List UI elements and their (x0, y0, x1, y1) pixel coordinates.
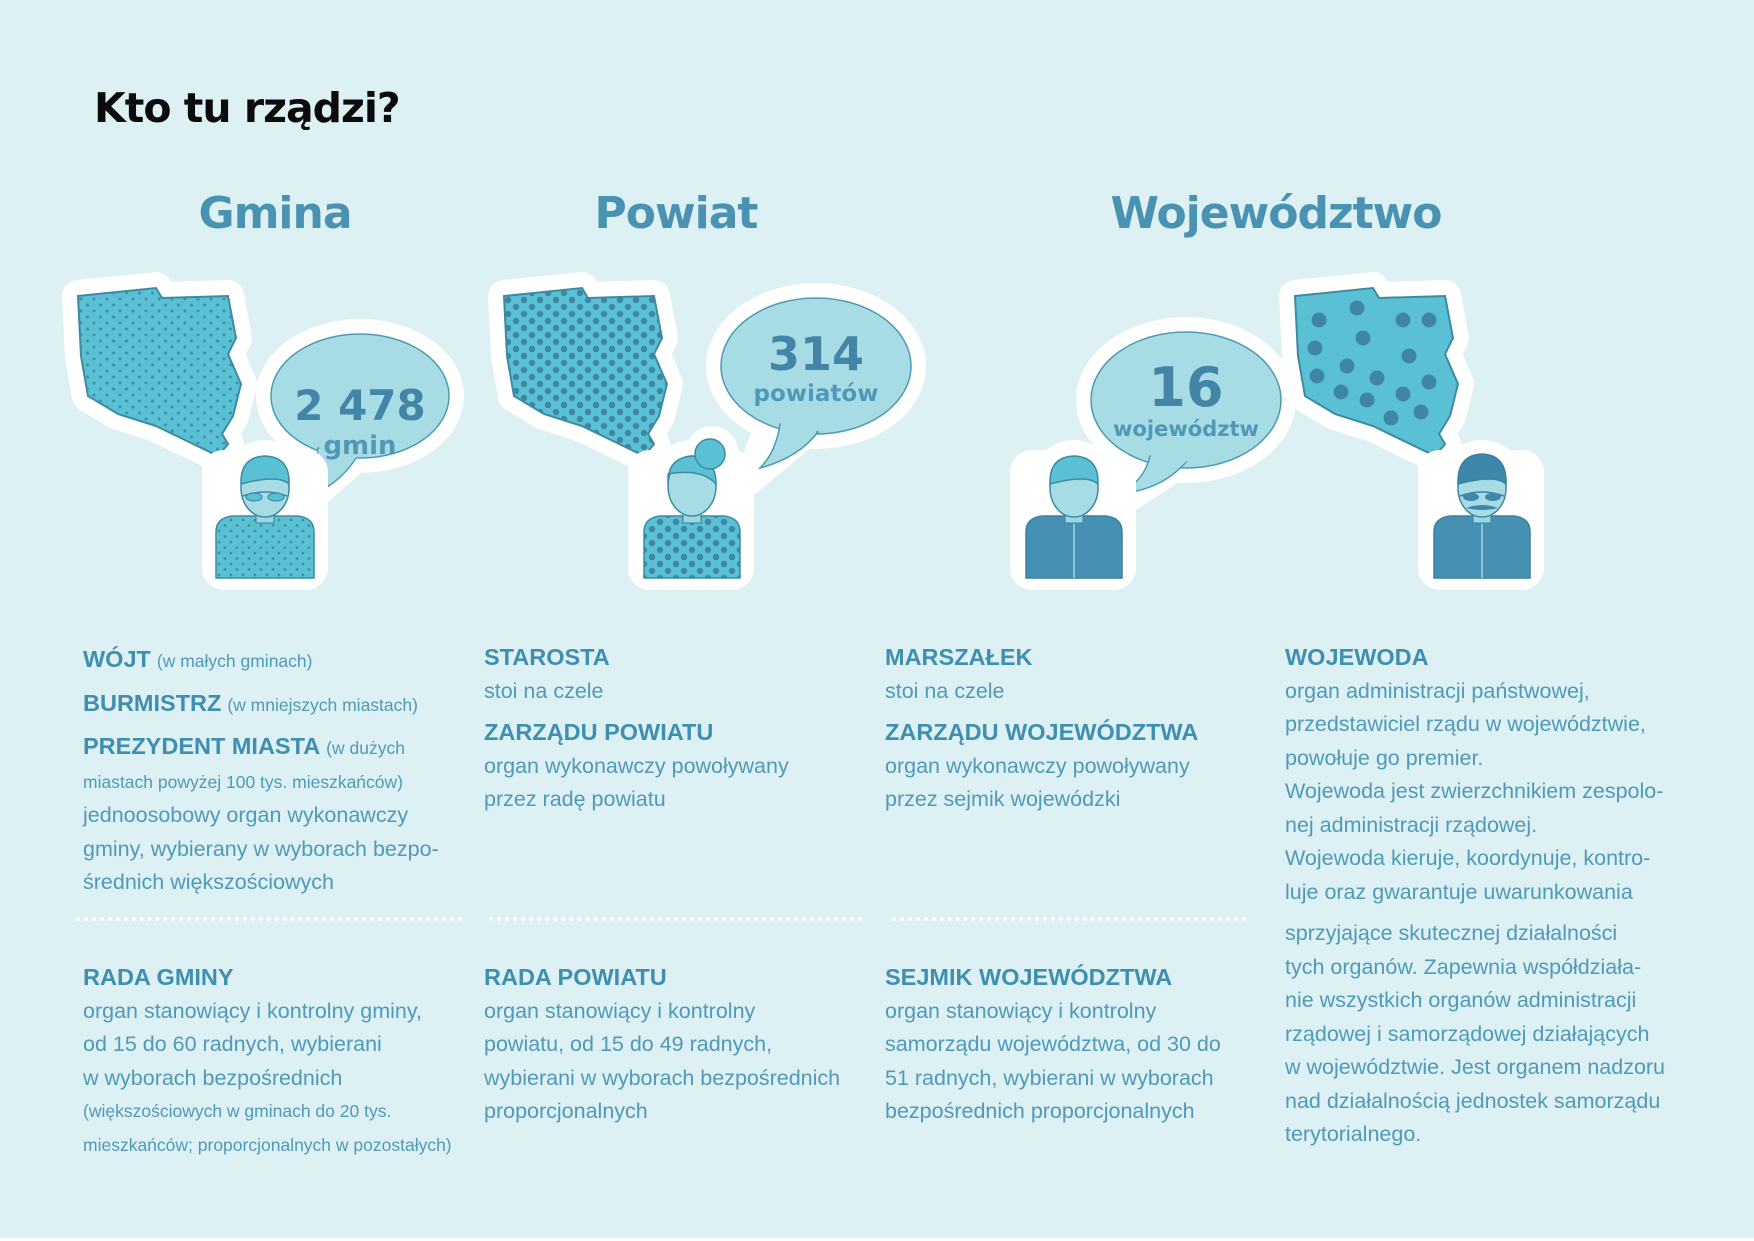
gmina-person-icon (202, 440, 328, 590)
wojewodztwo-map-icon (1295, 288, 1458, 456)
marszalek-person-icon (1010, 440, 1136, 590)
separator-powiat (489, 917, 863, 921)
gmina-executive-text: WÓJT (w małych gminach) BURMISTRZ (w mni… (83, 646, 439, 894)
wojewodztwo-count: 16 (1148, 356, 1223, 419)
separator-wojewodztwo (892, 917, 1246, 921)
wojewoda-text: WOJEWODA organ administracji państwowej,… (1285, 644, 1666, 1146)
column-heading-wojewodztwo: Województwo (1110, 188, 1442, 239)
rada-powiatu-text: RADA POWIATU organ stanowiący i kontroln… (484, 964, 841, 1123)
powiat-map-icon (504, 288, 667, 456)
rada-gminy-text: RADA GMINY organ stanowiący i kontrolny … (83, 964, 452, 1155)
column-heading-gmina: Gmina (198, 188, 352, 239)
wojewodztwo-count-label: województw (1113, 417, 1259, 441)
wojewoda-person-icon (1418, 440, 1544, 590)
separator-gmina (76, 917, 462, 921)
gmina-speech-bubble-icon: 2 478 gmin (256, 319, 464, 524)
sejmik-wojewodztwa-text: SEJMIK WOJEWÓDZTWA organ stanowiący i ko… (885, 964, 1221, 1123)
powiat-person-icon (628, 426, 754, 590)
powiat-executive-text: STAROSTA stoi na czele ZARZĄDU POWIATU o… (484, 644, 789, 811)
wojewodztwo-executive-text: MARSZAŁEK stoi na czele ZARZĄDU WOJEWÓDZ… (885, 644, 1199, 811)
gmina-map-icon (78, 288, 241, 456)
gmina-count-label: gmin (323, 431, 396, 461)
page-title: Kto tu rządzi? (94, 84, 401, 132)
illustrations: 2 478 gmin 314 powia (0, 0, 1544, 590)
powiat-speech-bubble-icon: 314 powiatów (706, 283, 926, 496)
wojewodztwo-speech-bubble-icon: 16 województw (1076, 317, 1296, 519)
gmina-count: 2 478 (294, 381, 426, 430)
powiat-count: 314 (768, 327, 864, 381)
powiat-count-label: powiatów (754, 381, 879, 407)
column-heading-powiat: Powiat (594, 188, 759, 239)
